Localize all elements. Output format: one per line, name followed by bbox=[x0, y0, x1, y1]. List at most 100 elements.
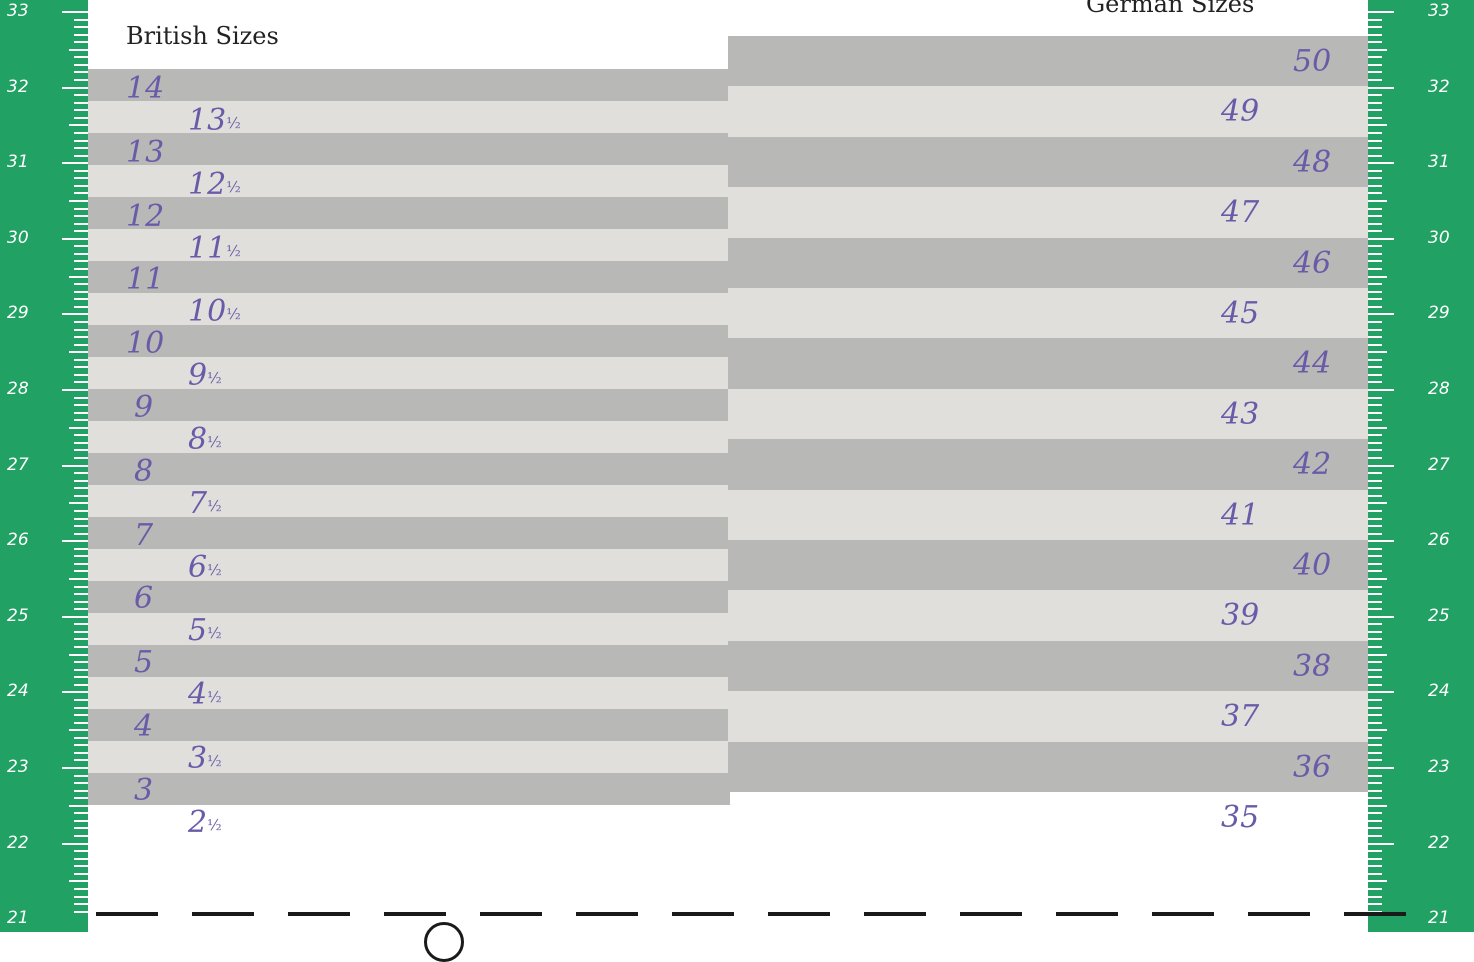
ruler-tick bbox=[74, 676, 88, 678]
ruler-label: 28 bbox=[7, 379, 29, 399]
british-sizes-title: British Sizes bbox=[126, 22, 279, 50]
british-size-label: 13½ bbox=[188, 106, 241, 138]
ruler-tick bbox=[1368, 245, 1382, 247]
ruler-label: 27 bbox=[1428, 455, 1450, 475]
ruler-tick bbox=[74, 185, 88, 187]
ruler-tick bbox=[74, 230, 88, 232]
ruler-tick bbox=[1368, 646, 1382, 648]
ruler-tick bbox=[74, 41, 88, 43]
ruler-label: 27 bbox=[7, 455, 29, 475]
ruler-tick bbox=[1368, 707, 1382, 709]
left-ruler: 33 32 31 30 29 28 27 26 25 24 23 22 21 bbox=[0, 0, 88, 932]
ruler-tick bbox=[69, 578, 88, 580]
ruler-tick bbox=[74, 336, 88, 338]
ruler-tick bbox=[1368, 87, 1394, 89]
ruler-tick bbox=[1368, 752, 1382, 754]
ruler-tick bbox=[62, 238, 88, 240]
ruler-tick bbox=[1368, 117, 1382, 119]
ruler-tick bbox=[74, 177, 88, 179]
ruler-tick bbox=[74, 71, 88, 73]
british-size-label: 9½ bbox=[188, 361, 222, 393]
ruler-tick bbox=[1368, 654, 1387, 656]
ruler-label: 24 bbox=[1428, 681, 1450, 701]
ruler-tick bbox=[1368, 669, 1382, 671]
ruler-tick bbox=[1368, 472, 1382, 474]
german-band bbox=[728, 288, 1368, 338]
british-size-label: 5 bbox=[134, 648, 153, 678]
british-size-whole: 8 bbox=[188, 422, 208, 457]
british-size-label: 14 bbox=[126, 74, 164, 104]
british-size-label: 9 bbox=[134, 393, 153, 423]
ruler-tick bbox=[74, 888, 88, 890]
german-size-label: 42 bbox=[1293, 447, 1332, 482]
british-size-label: 4 bbox=[134, 712, 153, 742]
ruler-label: 21 bbox=[1428, 908, 1450, 928]
ruler-tick bbox=[74, 487, 88, 489]
british-size-whole: 3 bbox=[188, 741, 208, 776]
british-size-label: 8 bbox=[134, 457, 153, 487]
cut-line-dash bbox=[384, 912, 446, 916]
ruler-tick bbox=[1368, 41, 1382, 43]
ruler-tick bbox=[69, 880, 88, 882]
ruler-tick bbox=[69, 654, 88, 656]
british-size-label: 5½ bbox=[188, 616, 222, 648]
ruler-tick bbox=[74, 374, 88, 376]
ruler-tick bbox=[62, 540, 88, 542]
ruler-tick bbox=[1368, 449, 1382, 451]
german-band bbox=[728, 389, 1368, 439]
british-size-label: 11½ bbox=[188, 234, 241, 266]
ruler-tick bbox=[1368, 820, 1382, 822]
ruler-tick bbox=[69, 124, 88, 126]
ruler-tick bbox=[1368, 782, 1382, 784]
british-size-whole: 10 bbox=[188, 294, 227, 329]
ruler-tick bbox=[1368, 170, 1382, 172]
ruler-tick bbox=[1368, 699, 1382, 701]
ruler-tick bbox=[74, 850, 88, 852]
german-size-label: 48 bbox=[1293, 145, 1332, 180]
ruler-tick bbox=[74, 449, 88, 451]
ruler-tick bbox=[1368, 578, 1387, 580]
ruler-tick bbox=[1368, 858, 1382, 860]
ruler-tick bbox=[74, 911, 88, 913]
ruler-tick bbox=[74, 419, 88, 421]
ruler-tick bbox=[1368, 457, 1382, 459]
german-size-label: 45 bbox=[1221, 296, 1260, 331]
ruler-tick bbox=[1368, 865, 1382, 867]
ruler-tick bbox=[1368, 230, 1382, 232]
ruler-tick bbox=[1368, 586, 1382, 588]
ruler-tick bbox=[74, 775, 88, 777]
ruler-label: 31 bbox=[1428, 152, 1450, 172]
ruler-tick bbox=[74, 260, 88, 262]
german-band bbox=[728, 238, 1368, 288]
british-band bbox=[88, 581, 730, 613]
ruler-tick bbox=[62, 691, 88, 693]
cut-line-dash bbox=[192, 912, 254, 916]
german-band bbox=[728, 137, 1368, 187]
ruler-tick bbox=[74, 147, 88, 149]
ruler-tick bbox=[74, 223, 88, 225]
ruler-tick bbox=[1368, 888, 1382, 890]
ruler-tick bbox=[74, 117, 88, 119]
german-band bbox=[728, 742, 1368, 792]
ruler-tick bbox=[1368, 124, 1387, 126]
ruler-tick bbox=[62, 313, 88, 315]
british-band bbox=[88, 69, 730, 101]
ruler-tick bbox=[1368, 298, 1382, 300]
ruler-tick bbox=[1368, 49, 1387, 51]
ruler-tick bbox=[1368, 94, 1382, 96]
ruler-tick bbox=[74, 457, 88, 459]
british-size-whole: 5 bbox=[188, 613, 208, 648]
ruler-tick bbox=[74, 714, 88, 716]
ruler-tick bbox=[69, 427, 88, 429]
ruler-label: 21 bbox=[7, 908, 29, 928]
british-band bbox=[88, 133, 730, 165]
british-size-whole: 9 bbox=[188, 358, 208, 393]
british-band bbox=[88, 485, 730, 517]
ruler-tick bbox=[74, 26, 88, 28]
cut-line-dash bbox=[960, 912, 1022, 916]
ruler-label: 23 bbox=[1428, 757, 1450, 777]
ruler-tick bbox=[1368, 268, 1382, 270]
ruler-tick bbox=[1368, 374, 1382, 376]
german-band bbox=[728, 338, 1368, 389]
british-size-label: 2½ bbox=[188, 808, 222, 840]
